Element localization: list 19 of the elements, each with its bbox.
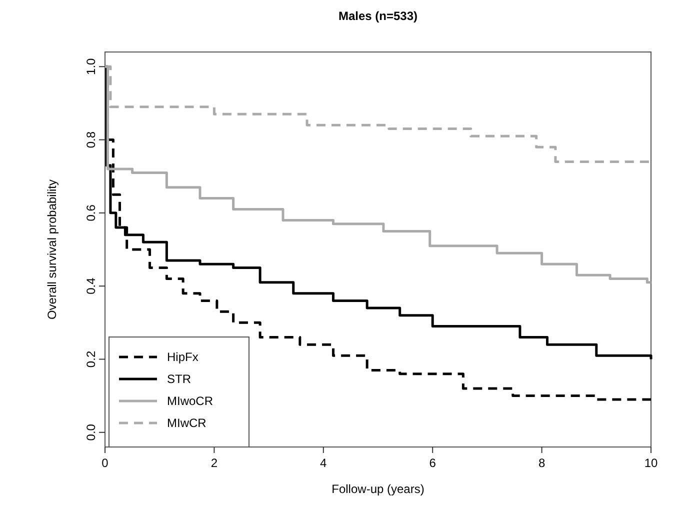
- x-tick-label: 2: [210, 456, 218, 470]
- y-axis-title: Overall survival probability: [45, 179, 59, 320]
- legend-label: MIwCR: [167, 416, 207, 430]
- y-tick-label: 0.4: [84, 277, 98, 294]
- x-axis-title: Follow-up (years): [332, 482, 424, 496]
- x-tick-label: 10: [644, 456, 658, 470]
- y-tick-label: 0.0: [84, 424, 98, 441]
- x-tick-label: 6: [429, 456, 436, 470]
- chart-title: Males (n=533): [338, 9, 418, 23]
- y-tick-label: 1.0: [84, 58, 98, 75]
- legend-label: HipFx: [167, 350, 198, 364]
- x-tick-label: 8: [538, 456, 546, 470]
- y-tick-label: 0.6: [84, 204, 98, 222]
- x-tick-label: 0: [102, 456, 109, 470]
- y-tick-label: 0.8: [84, 131, 98, 148]
- y-tick-label: 0.2: [84, 350, 98, 368]
- legend-label: MIwoCR: [167, 394, 214, 408]
- x-tick-label: 4: [320, 456, 328, 470]
- legend-label: STR: [167, 372, 192, 386]
